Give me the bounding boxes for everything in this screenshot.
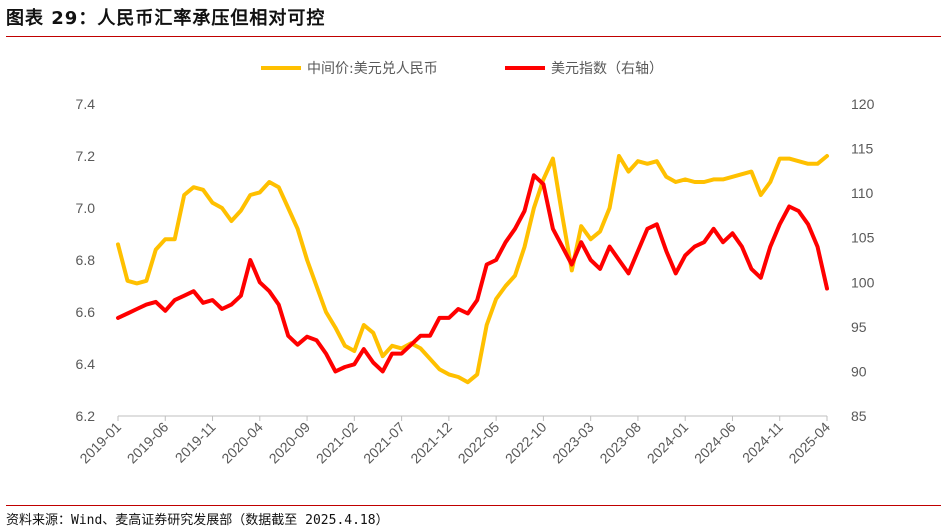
y-left-tick-label: 6.8 (76, 252, 96, 268)
y-right-tick-label: 110 (851, 185, 874, 201)
y-right-tick-label: 105 (851, 230, 875, 246)
y-left-tick-label: 6.4 (76, 356, 96, 372)
series-layer (116, 154, 829, 385)
line-chart: 6.2 6.4 6.6 6.8 7.0 7.2 7.4 85 90 95 100 105 110 115… (76, 61, 875, 466)
source-rule (6, 505, 941, 506)
y-left-tick-label: 7.4 (76, 96, 96, 112)
right-axis-ticks: 85 90 95 100 105 110 115 120 (851, 96, 875, 424)
x-tick-label: 2019-06 (124, 419, 172, 467)
legend-label: 中间价:美元兑人民币 (307, 61, 438, 77)
x-tick-label: 2025-04 (785, 419, 833, 467)
y-right-tick-label: 120 (851, 96, 875, 112)
series-line-dxy (116, 173, 829, 374)
x-tick-label: 2023-03 (549, 419, 597, 467)
x-tick-label: 2021-12 (407, 419, 455, 467)
x-tick-label: 2019-11 (172, 419, 219, 466)
x-tick-label: 2023-08 (596, 419, 644, 467)
x-tick-label: 2021-02 (313, 419, 361, 467)
left-axis-ticks: 6.2 6.4 6.6 6.8 7.0 7.2 7.4 (76, 96, 96, 424)
x-tick-label: 2022-05 (455, 419, 503, 467)
x-tick-label: 2024-06 (691, 419, 739, 467)
y-right-tick-label: 85 (851, 408, 867, 424)
x-tick-label: 2019-01 (76, 419, 124, 467)
x-tick-label: 2024-01 (644, 419, 692, 467)
x-axis-ticks: 2019-01 2019-06 2019-11 2020-04 2020-09 2021-… (76, 416, 833, 466)
x-tick-label: 2020-04 (218, 419, 266, 467)
x-tick-label: 2021-07 (360, 419, 408, 467)
x-tick-label: 2020-09 (266, 419, 314, 467)
series-line-usdcny (116, 154, 829, 385)
y-left-tick-label: 6.6 (76, 304, 96, 320)
y-right-tick-label: 100 (851, 274, 875, 290)
legend: 中间价:美元兑人民币 美元指数（右轴） (261, 61, 663, 77)
y-left-tick-label: 7.0 (76, 200, 96, 216)
y-right-tick-label: 90 (851, 363, 867, 379)
legend-label: 美元指数（右轴） (551, 61, 663, 77)
page-title: 图表 29：人民币汇率承压但相对可控 (6, 8, 326, 29)
x-tick-label: 2024-11 (739, 419, 786, 466)
y-left-tick-label: 6.2 (76, 408, 96, 424)
y-right-tick-label: 115 (851, 141, 874, 157)
x-tick-label: 2022-10 (502, 419, 550, 467)
title-rule (6, 36, 941, 37)
y-right-tick-label: 95 (851, 319, 867, 335)
y-left-tick-label: 7.2 (76, 148, 96, 164)
source-note: 资料来源：Wind、麦高证券研究发展部（数据截至 2025.4.18） (6, 513, 389, 528)
